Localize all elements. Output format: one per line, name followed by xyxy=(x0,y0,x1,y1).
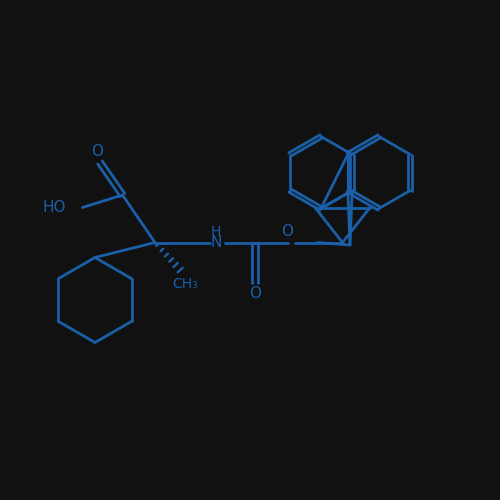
Text: HO: HO xyxy=(43,200,66,215)
Text: CH₃: CH₃ xyxy=(172,277,198,291)
Text: O: O xyxy=(249,286,261,301)
Text: O: O xyxy=(282,224,294,239)
Text: N: N xyxy=(210,235,222,250)
Text: H: H xyxy=(211,224,221,238)
Text: O: O xyxy=(92,144,104,159)
